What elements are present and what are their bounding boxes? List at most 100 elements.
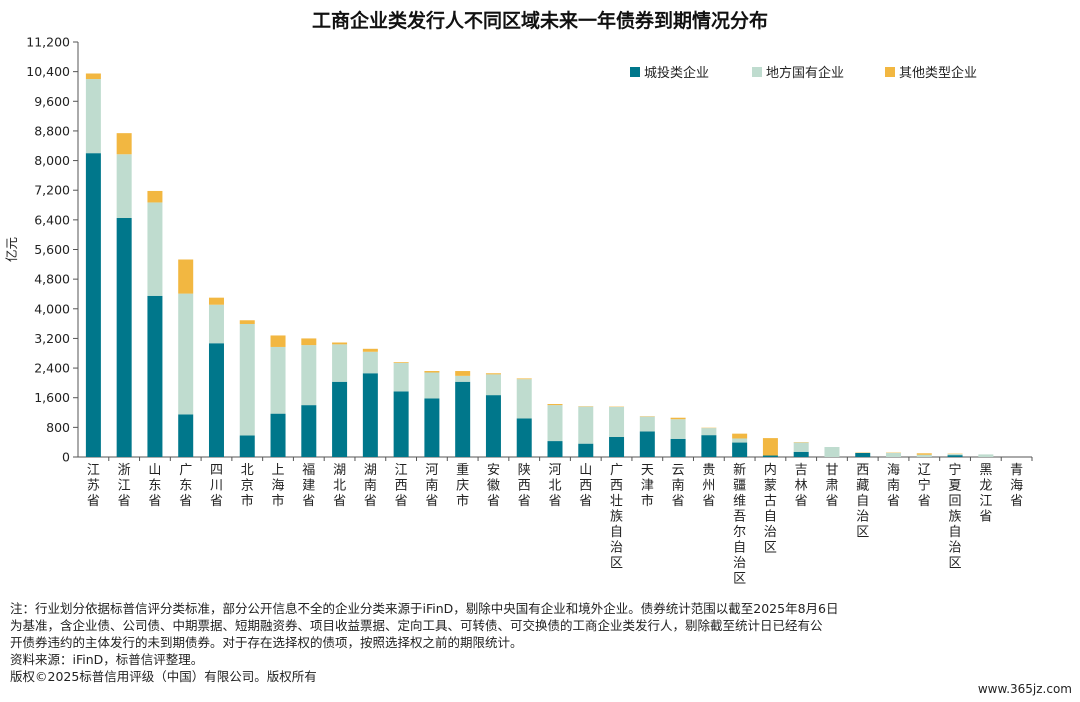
legend-swatch xyxy=(752,67,762,77)
y-tick-label: 11,200 xyxy=(26,35,70,50)
bar-qita xyxy=(516,378,532,380)
y-tick-label: 8,800 xyxy=(34,123,70,138)
bar-difang xyxy=(609,406,625,437)
bar-chengtou xyxy=(147,295,163,457)
bar-chengtou xyxy=(362,373,378,457)
bar-chengtou xyxy=(485,395,501,457)
bar-chengtou xyxy=(516,418,532,457)
x-tick-label: 江苏省 xyxy=(87,463,100,509)
bar-difang xyxy=(639,416,655,432)
bar-difang xyxy=(947,454,963,456)
bar-chengtou xyxy=(85,153,101,458)
bar-difang xyxy=(178,293,194,415)
x-tick-label: 西藏自治区 xyxy=(856,463,869,540)
y-tick-label: 10,400 xyxy=(26,64,70,79)
x-tick-label: 云南省 xyxy=(672,463,685,509)
bar-qita xyxy=(670,417,686,420)
x-tick-label: 湖北省 xyxy=(333,463,346,509)
y-tick-label: 2,400 xyxy=(34,361,70,376)
bar-chengtou xyxy=(208,343,224,457)
x-tick-label: 北京市 xyxy=(241,463,254,509)
x-tick-label: 陕西省 xyxy=(518,463,531,509)
bar-qita xyxy=(485,373,501,375)
y-tick-label: 9,600 xyxy=(34,94,70,109)
bar-difang xyxy=(208,304,224,344)
x-tick-label: 山西省 xyxy=(579,463,592,509)
bar-difang xyxy=(978,454,994,457)
x-tick-label: 山东省 xyxy=(148,463,161,509)
bar-qita xyxy=(332,342,348,345)
note-line-3: 开债券违约的主体发行的未到期债券。对于存在选择权的债项，按照选择权之前的期限统计… xyxy=(10,635,523,650)
bar-chengtou xyxy=(947,455,963,457)
bar-chengtou xyxy=(670,438,686,457)
x-tick-label: 福建省 xyxy=(302,463,315,509)
bar-difang xyxy=(116,154,132,219)
bar-qita xyxy=(270,335,286,347)
legend-swatch xyxy=(885,67,895,77)
x-tick-label: 青海省 xyxy=(1010,463,1023,509)
bar-difang xyxy=(578,406,594,444)
bar-qita xyxy=(301,338,317,346)
bar-difang xyxy=(793,442,809,452)
x-tick-label: 湖南省 xyxy=(364,463,377,509)
bar-difang xyxy=(393,362,409,392)
bar-difang xyxy=(916,454,932,457)
bar-qita xyxy=(424,371,440,373)
bar-difang xyxy=(516,379,532,419)
bar-qita xyxy=(178,259,194,294)
x-tick-label: 宁夏回族自治区 xyxy=(949,462,962,571)
x-tick-label: 新疆维吾尔自治区 xyxy=(733,462,746,587)
bar-difang xyxy=(455,375,471,382)
bar-qita xyxy=(208,297,224,305)
bar-chengtou xyxy=(762,455,778,457)
bar-difang xyxy=(670,419,686,439)
bar-qita xyxy=(147,190,163,203)
bar-qita xyxy=(547,404,563,406)
x-tick-label: 甘肃省 xyxy=(825,463,838,509)
note-line-2: 为基准，含企业债、公司债、中期票据、短期融资券、项目收益票据、定向工具、可转债、… xyxy=(10,618,823,633)
y-tick-label: 4,000 xyxy=(34,301,70,316)
legend-label: 城投类企业 xyxy=(644,65,709,81)
bar-chengtou xyxy=(639,431,655,457)
bar-difang xyxy=(547,405,563,442)
bar-difang xyxy=(424,372,440,399)
x-tick-label: 河北省 xyxy=(548,463,561,509)
bar-difang xyxy=(362,351,378,374)
bar-chengtou xyxy=(609,436,625,457)
bar-difang xyxy=(301,345,317,406)
chart-title: 工商企业类发行人不同区域未来一年债券到期情况分布 xyxy=(311,10,768,32)
bar-difang xyxy=(85,79,101,154)
bar-qita xyxy=(916,453,932,455)
x-tick-label: 黑龙江省 xyxy=(979,463,992,525)
bar-qita xyxy=(455,371,471,376)
bar-qita xyxy=(762,438,778,456)
watermark: www.365jz.com xyxy=(977,682,1072,696)
y-axis-label: 亿元 xyxy=(4,237,19,262)
bar-chengtou xyxy=(701,435,717,457)
bar-qita xyxy=(116,133,132,155)
x-tick-label: 江西省 xyxy=(395,463,408,509)
y-tick-label: 1,600 xyxy=(34,390,70,405)
y-tick-label: 5,600 xyxy=(34,242,70,257)
bar-chengtou xyxy=(239,435,255,457)
legend-label: 其他类型企业 xyxy=(899,65,977,81)
bar-chengtou xyxy=(455,381,471,457)
bar-chengtou xyxy=(578,443,594,457)
bar-qita xyxy=(362,348,378,352)
x-tick-label: 河南省 xyxy=(425,463,438,509)
bar-difang xyxy=(701,428,717,436)
y-tick-label: 3,200 xyxy=(34,331,70,346)
bar-chengtou xyxy=(270,413,286,457)
bar-chengtou xyxy=(301,405,317,457)
footnotes: 注：行业划分依据标普信评分类标准，部分公开信息不全的企业分类来源于iFinD，剔… xyxy=(10,600,1070,685)
y-tick-label: 0 xyxy=(62,450,70,465)
bar-difang xyxy=(332,344,348,382)
x-tick-label: 海南省 xyxy=(887,463,900,509)
x-tick-label: 贵州省 xyxy=(702,463,715,509)
bar-chengtou xyxy=(178,414,194,457)
bar-difang xyxy=(239,323,255,436)
copyright-note: 版权©2025标普信用评级（中国）有限公司。版权所有 xyxy=(10,669,317,684)
x-tick-label: 辽宁省 xyxy=(918,463,931,509)
bar-chengtou xyxy=(793,451,809,457)
